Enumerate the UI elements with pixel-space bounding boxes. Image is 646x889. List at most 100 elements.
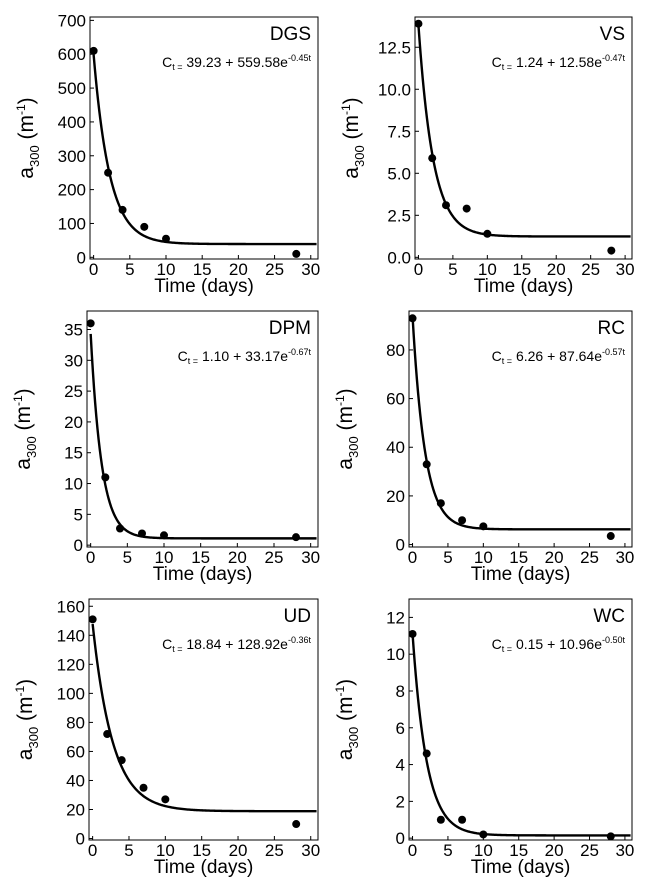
y-label-unit: (m xyxy=(15,115,38,145)
equation-body: 6.26 + 87.64e xyxy=(512,348,602,364)
y-tick-label: 20 xyxy=(64,413,83,432)
plot-frame xyxy=(408,310,633,548)
site-label: RC xyxy=(598,318,625,339)
fit-curve xyxy=(92,54,317,246)
x-tick-label: 20 xyxy=(545,841,564,860)
site-label: DPM xyxy=(269,318,311,339)
plot-frame xyxy=(414,16,633,260)
data-point xyxy=(138,529,146,538)
fit-equation: Ct = 0.15 + 10.96e-0.50t xyxy=(492,635,626,654)
x-tick-label: 0 xyxy=(408,841,417,860)
x-tick-label: 20 xyxy=(229,260,248,279)
y-label-subscript: 300 xyxy=(26,727,41,749)
fit-equation: Ct = 1.10 + 33.17e-0.67t xyxy=(178,347,312,366)
x-tick-label: 20 xyxy=(547,260,566,279)
x-tick-label: 5 xyxy=(443,548,452,567)
y-label-base: a xyxy=(340,167,363,179)
y-tick-label: 30 xyxy=(64,351,83,370)
y-tick-label: 100 xyxy=(58,214,86,233)
y-tick-label: 200 xyxy=(58,181,86,200)
y-tick-label: 80 xyxy=(66,713,85,732)
y-label-subscript: 300 xyxy=(352,145,367,167)
y-tick-label: 0 xyxy=(396,536,405,555)
panel-vs: 0 5 10 15 20 25 30 0.0 2.5 5.0 7.5 10.0 12.5 Time (da… xyxy=(339,16,635,297)
y-tick-label: 300 xyxy=(58,147,86,166)
y-tick-label: 25 xyxy=(64,382,83,401)
plot-frame xyxy=(88,598,319,841)
site-label: UD xyxy=(284,606,311,627)
y-tick-label: 40 xyxy=(66,771,85,790)
x-tick-label: 15 xyxy=(509,841,528,860)
data-point xyxy=(422,460,431,469)
y-label-unit: (m xyxy=(14,696,37,726)
y-label-superscript: -1 xyxy=(14,104,28,115)
data-point xyxy=(117,756,126,765)
x-tick-label: 25 xyxy=(265,548,284,567)
x-tick-label: 0 xyxy=(414,260,423,279)
y-tick-label: 4 xyxy=(396,756,405,775)
equation-exponent: -0.45t xyxy=(288,53,312,63)
y-tick-label: 0 xyxy=(77,248,86,267)
y-tick-label: 5.0 xyxy=(387,164,411,183)
equation-subscript: t = xyxy=(188,356,198,366)
data-point xyxy=(292,533,300,542)
data-point xyxy=(103,730,112,739)
y-tick-label: 700 xyxy=(58,11,86,30)
y-tick-label: 2.5 xyxy=(387,206,411,225)
y-label-base: a xyxy=(15,167,38,179)
y-tick-label: 0 xyxy=(396,829,405,848)
fit-curve xyxy=(411,316,631,531)
y-tick-label: 35 xyxy=(64,320,83,339)
equation-body: 1.24 + 12.58e xyxy=(512,54,602,70)
y-label-superscript: -1 xyxy=(333,395,347,406)
y-tick-label: 120 xyxy=(57,655,85,674)
data-point xyxy=(292,820,301,829)
y-axis-label: a300 (m-1) xyxy=(333,679,361,760)
data-point xyxy=(606,832,615,841)
site-label: VS xyxy=(600,24,625,45)
y-label-superscript: -1 xyxy=(13,685,27,696)
fit-equation: Ct = 6.26 + 87.64e-0.57t xyxy=(492,347,626,366)
y-label-close: ) xyxy=(14,679,37,686)
fit-equation: Ct = 39.23 + 559.58e-0.45t xyxy=(162,53,311,72)
equation-body: 1.10 + 33.17e xyxy=(198,348,288,364)
x-tick-label: 10 xyxy=(474,841,493,860)
data-point xyxy=(458,815,467,824)
y-tick-label: 20 xyxy=(386,487,405,506)
x-axis-label: Time (days) xyxy=(154,276,254,297)
plot-frame xyxy=(86,310,319,548)
x-tick-label: 30 xyxy=(615,548,634,567)
data-point xyxy=(479,830,488,839)
y-tick-label: 40 xyxy=(386,438,405,457)
data-point xyxy=(483,229,492,238)
data-point xyxy=(458,516,467,525)
y-label-unit: (m xyxy=(334,406,357,436)
y-label-subscript: 300 xyxy=(24,436,39,458)
equation-subscript: t = xyxy=(172,62,182,72)
y-label-close: ) xyxy=(334,679,357,686)
x-tick-label: 20 xyxy=(228,548,247,567)
y-tick-label: 12 xyxy=(386,608,405,627)
y-label-subscript: 300 xyxy=(27,145,42,167)
x-tick-label: 5 xyxy=(448,260,457,279)
y-tick-label: 6 xyxy=(396,719,405,738)
x-tick-label: 30 xyxy=(301,548,320,567)
site-label: DGS xyxy=(270,24,311,45)
y-tick-label: 7.5 xyxy=(387,122,411,141)
fit-curve xyxy=(417,24,631,238)
y-tick-label: 20 xyxy=(66,801,85,820)
x-tick-label: 10 xyxy=(157,260,176,279)
y-label-close: ) xyxy=(12,388,35,395)
y-tick-label: 8 xyxy=(396,682,405,701)
x-tick-label: 25 xyxy=(580,548,599,567)
x-axis-label: Time (days) xyxy=(474,276,574,297)
y-label-base: a xyxy=(14,748,37,760)
y-axis-label: a300 (m-1) xyxy=(13,679,41,760)
y-tick-label: 400 xyxy=(58,113,86,132)
x-tick-label: 20 xyxy=(545,548,564,567)
fit-curve xyxy=(89,333,317,540)
data-point xyxy=(118,205,127,214)
x-tick-label: 30 xyxy=(616,260,635,279)
